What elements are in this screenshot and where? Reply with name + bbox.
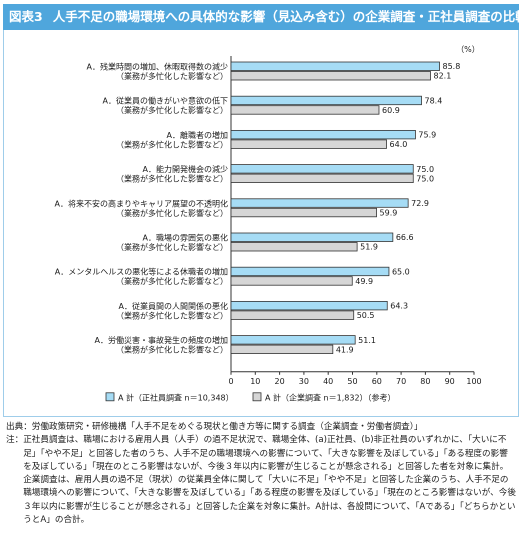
chart-frame — [3, 30, 519, 417]
category-label: A．従業員の働きがいや意欲の低下 — [103, 96, 228, 106]
bar-series-b — [230, 276, 353, 286]
figure-number: 図表3 — [9, 9, 43, 24]
source-note: 出典： 労働政策研究・研修機構「人手不足をめぐる現状と働き方等に関する調査（企業… — [6, 421, 516, 434]
value-label-a: 51.1 — [358, 336, 376, 345]
legend-label-b: A 計（企業調査 n＝1,832）（参考） — [265, 392, 396, 402]
category-label: A．将来不安の高まりやキャリア展望の不透明化 — [55, 198, 228, 208]
value-label-b: 59.9 — [380, 209, 398, 218]
bar-series-b — [230, 310, 355, 320]
bar-series-a — [230, 335, 356, 345]
category-label: A．能力開発機会の減少 — [143, 164, 228, 174]
value-label-a: 75.0 — [416, 165, 434, 174]
value-label-b: 64.0 — [390, 140, 408, 149]
category-label: A．職場の雰囲気の悪化 — [143, 233, 228, 243]
value-label-b: 49.9 — [355, 277, 373, 286]
note-key: 注： — [6, 435, 24, 446]
category-sublabel: （業務が多忙化した影響など） — [116, 310, 228, 320]
legend-swatch-b — [252, 392, 262, 402]
value-label-b: 75.0 — [416, 174, 434, 183]
bar-series-b — [230, 139, 387, 149]
bar-series-b — [230, 344, 334, 355]
bar-series-b — [230, 242, 358, 252]
bar-series-a — [230, 61, 440, 71]
category-label: A．残業時間の増加、休暇取得数の減少 — [87, 62, 228, 72]
value-label-a: 65.0 — [392, 267, 410, 276]
bar-series-b — [230, 71, 431, 81]
note-text: 正社員調査は、職場における雇用人員（人手）の過不足状況で、職場全体、(a)正社員… — [23, 435, 516, 526]
x-tick-label: 30 — [299, 377, 309, 386]
source-text: 労働政策研究・研修機構「人手不足をめぐる現状と働き方等に関する調査（企業調査・労… — [31, 422, 423, 432]
value-label-b: 51.9 — [360, 243, 378, 252]
category-sublabel: （業務が多忙化した影響など） — [116, 276, 228, 286]
bar-chart: （%）A．残業時間の増加、休暇取得数の減少（業務が多忙化した影響など）85.88… — [55, 45, 482, 402]
value-label-a: 66.6 — [396, 233, 414, 242]
chart-title: 人手不足の職場環境への具体的な影響（見込み含む）の企業調査・正社員調査の比較 — [52, 9, 519, 24]
category-sublabel: （業務が多忙化した影響など） — [116, 242, 228, 252]
category-sublabel: （業務が多忙化した影響など） — [116, 105, 228, 115]
x-tick-label: 40 — [323, 377, 333, 386]
category-sublabel: （業務が多忙化した影響など） — [116, 139, 228, 149]
x-tick-label: 10 — [250, 377, 260, 386]
category-sublabel: （業務が多忙化した影響など） — [116, 174, 228, 184]
x-tick-label: 20 — [275, 377, 285, 386]
bar-series-a — [230, 164, 414, 174]
category-sublabel: （業務が多忙化した影響など） — [116, 71, 228, 81]
x-tick-label: 70 — [396, 377, 406, 386]
value-label-b: 50.5 — [357, 311, 375, 320]
chart-title-bar: 図表3 人手不足の職場環境への具体的な影響（見込み含む）の企業調査・正社員調査の比… — [3, 4, 519, 30]
category-sublabel: （業務が多忙化した影響など） — [116, 208, 228, 218]
x-tick-label: 100 — [466, 377, 481, 386]
bar-series-b — [230, 105, 380, 115]
notes: 出典： 労働政策研究・研修機構「人手不足をめぐる現状と働き方等に関する調査（企業… — [6, 421, 516, 527]
bar-series-a — [230, 232, 394, 242]
bar-series-b — [230, 173, 414, 184]
bar-series-a — [230, 95, 422, 106]
value-label-b: 82.1 — [434, 72, 452, 81]
footnote: 注： 正社員調査は、職場における雇用人員（人手）の過不足状況で、職場全体、(a)… — [6, 434, 516, 527]
x-tick-label: 60 — [372, 377, 382, 386]
bar-series-a — [230, 198, 409, 208]
bar-series-a — [230, 300, 388, 311]
value-label-a: 72.9 — [411, 199, 429, 208]
value-label-a: 78.4 — [425, 96, 443, 105]
bar-series-a — [230, 266, 390, 277]
bar-series-a — [230, 129, 416, 140]
category-label: A．メンタルヘルスの悪化等による休職者の増加 — [55, 267, 228, 277]
legend-label-a: A 計（正社員調査 n＝10,348） — [118, 392, 234, 402]
category-sublabel: （業務が多忙化した影響など） — [116, 345, 228, 355]
value-label-a: 85.8 — [442, 62, 460, 71]
unit-label: （%） — [456, 45, 480, 54]
value-label-a: 75.9 — [418, 131, 436, 140]
value-label-b: 41.9 — [336, 345, 354, 354]
category-label: A．労働災害・事故発生の頻度の増加 — [95, 335, 228, 345]
legend-swatch-a — [105, 392, 115, 402]
value-label-a: 64.3 — [390, 302, 408, 311]
category-label: A．従業員間の人間関係の悪化 — [119, 301, 228, 311]
x-tick-label: 80 — [420, 377, 430, 386]
value-label-b: 60.9 — [382, 106, 400, 115]
source-key: 出典： — [6, 422, 32, 432]
x-tick-label: 0 — [228, 377, 233, 386]
category-label: A．離職者の増加 — [167, 130, 228, 140]
x-tick-label: 90 — [445, 377, 455, 386]
x-tick-label: 50 — [347, 377, 357, 386]
bar-series-b — [230, 207, 377, 218]
